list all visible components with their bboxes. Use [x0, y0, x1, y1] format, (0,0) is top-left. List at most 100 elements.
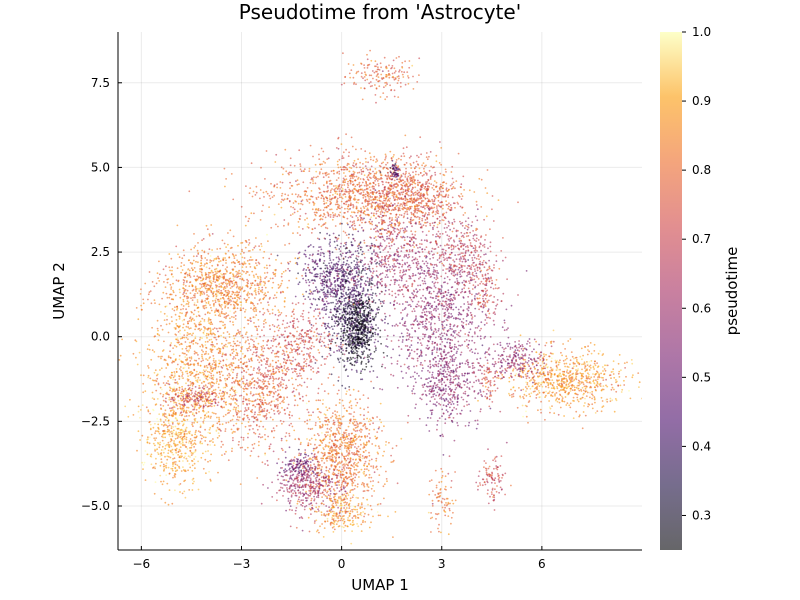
scatter-point — [450, 293, 453, 296]
scatter-point — [386, 345, 389, 348]
scatter-point — [330, 311, 332, 314]
scatter-point — [371, 267, 374, 270]
scatter-point — [289, 214, 292, 217]
scatter-point — [393, 263, 396, 265]
scatter-point — [454, 330, 457, 332]
scatter-point — [375, 265, 378, 268]
scatter-point — [326, 290, 329, 293]
scatter-point — [414, 330, 417, 333]
scatter-point — [470, 323, 473, 325]
scatter-point — [388, 223, 391, 226]
scatter-point — [394, 253, 397, 255]
scatter-point — [309, 144, 312, 147]
scatter-point — [467, 347, 470, 349]
scatter-point — [317, 175, 319, 178]
scatter-point — [449, 323, 452, 325]
scatter-point — [341, 279, 344, 282]
scatter-point — [280, 194, 283, 197]
scatter-point — [415, 170, 417, 173]
scatter-point — [477, 352, 479, 355]
scatter-point — [491, 195, 494, 197]
scatter-point — [323, 306, 326, 309]
scatter-point — [476, 358, 478, 361]
scatter-point — [419, 209, 421, 212]
scatter-point — [381, 189, 383, 192]
scatter-point — [390, 222, 393, 225]
scatter-point — [398, 345, 400, 348]
scatter-point — [366, 337, 368, 340]
scatter-point — [381, 202, 384, 205]
scatter-point — [443, 381, 446, 384]
scatter-point — [320, 147, 323, 150]
scatter-point — [451, 357, 454, 360]
scatter-point — [339, 270, 341, 273]
scatter-point — [455, 306, 457, 309]
scatter-point — [501, 326, 504, 329]
scatter-point — [408, 354, 411, 356]
scatter-point — [453, 396, 456, 398]
scatter-point — [376, 261, 379, 264]
scatter-point — [273, 185, 276, 187]
scatter-point — [293, 164, 296, 167]
scatter-point — [444, 223, 447, 226]
scatter-point — [454, 318, 457, 320]
scatter-point — [429, 363, 432, 366]
scatter-point — [343, 278, 345, 281]
scatter-point — [448, 317, 450, 319]
scatter-point — [353, 220, 355, 223]
scatter-point — [419, 243, 421, 245]
scatter-point — [252, 190, 255, 193]
scatter-point — [517, 294, 519, 296]
scatter-point — [342, 335, 345, 338]
scatter-point — [380, 162, 383, 165]
scatter-point — [314, 163, 317, 166]
scatter-point — [410, 177, 413, 180]
scatter-point — [375, 75, 378, 77]
scatter-point — [478, 362, 480, 365]
scatter-point — [323, 280, 326, 283]
scatter-point — [443, 364, 446, 366]
scatter-point — [318, 158, 321, 161]
scatter-point — [351, 227, 354, 229]
scatter-point — [328, 250, 331, 253]
scatter-point — [457, 334, 460, 337]
scatter-point — [367, 174, 370, 177]
scatter-point — [370, 74, 373, 77]
scatter-point — [319, 209, 322, 212]
scatter-point — [321, 195, 324, 198]
scatter-point — [312, 155, 314, 158]
scatter-point — [328, 173, 330, 175]
scatter-point — [429, 400, 432, 403]
scatter-point — [438, 222, 441, 225]
scatter-point — [421, 384, 424, 387]
scatter-point — [358, 340, 361, 343]
scatter-point — [347, 236, 350, 239]
scatter-point — [253, 212, 255, 215]
scatter-point — [463, 384, 466, 386]
scatter-point — [467, 273, 470, 276]
scatter-point — [363, 184, 366, 187]
scatter-point — [362, 170, 365, 173]
scatter-point — [303, 268, 305, 270]
scatter-point — [340, 186, 343, 189]
scatter-point — [342, 268, 345, 270]
scatter-point — [427, 179, 430, 182]
scatter-point — [427, 269, 430, 272]
scatter-point — [332, 289, 335, 292]
scatter-point — [344, 307, 347, 310]
scatter-point — [357, 339, 359, 342]
scatter-point — [366, 194, 369, 197]
scatter-point — [355, 166, 358, 169]
scatter-point — [362, 329, 365, 332]
scatter-point — [392, 348, 394, 351]
scatter-point — [334, 225, 337, 227]
scatter-point — [314, 261, 317, 263]
scatter-point — [355, 72, 358, 75]
scatter-point — [441, 389, 443, 391]
scatter-point — [436, 271, 438, 274]
scatter-point — [365, 180, 367, 183]
scatter-point — [368, 336, 371, 339]
scatter-point — [426, 187, 428, 190]
scatter-point — [449, 295, 451, 298]
scatter-point — [386, 355, 389, 357]
